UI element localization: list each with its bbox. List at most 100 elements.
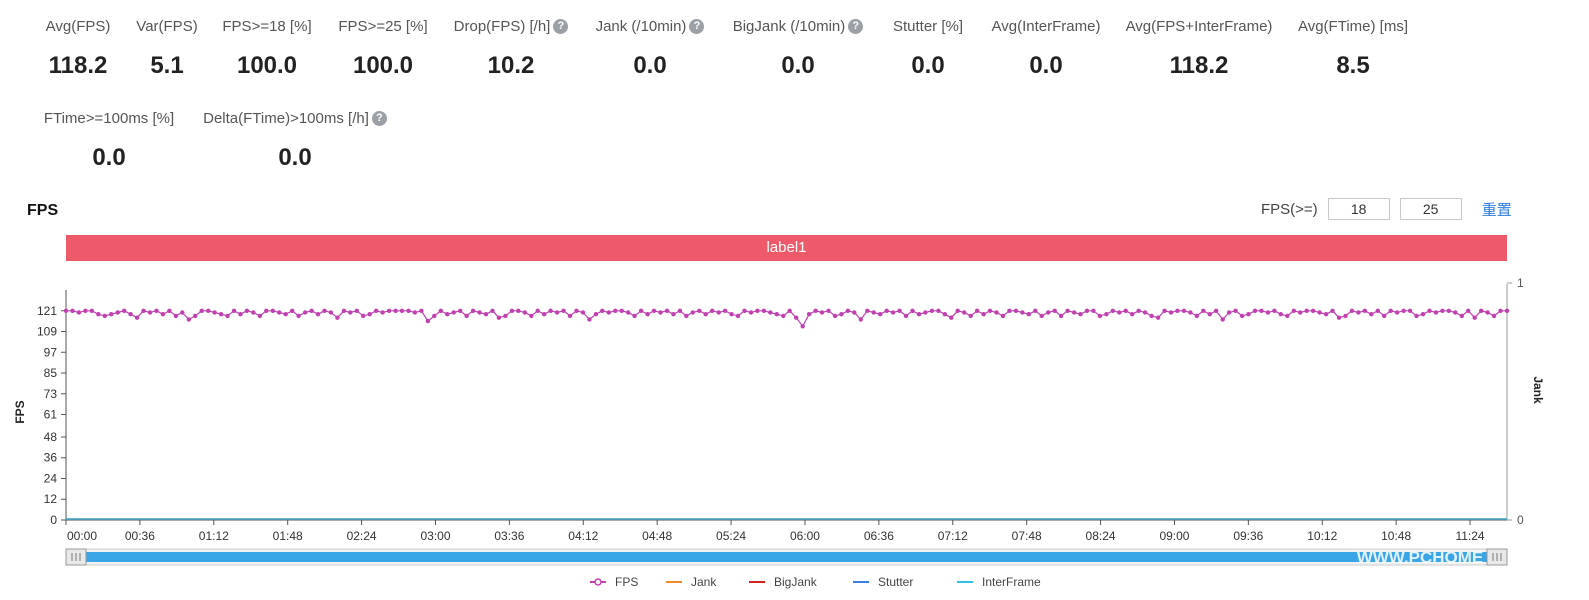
help-icon[interactable]: ?	[371, 111, 387, 126]
metric-value: 100.0	[352, 52, 414, 79]
fps-point	[903, 313, 909, 319]
fps-point	[890, 310, 896, 315]
fps-point	[399, 308, 405, 313]
fps-point	[1272, 308, 1277, 313]
fps-point	[264, 308, 269, 313]
metric-value: 5.1	[150, 52, 184, 79]
fps-point	[916, 312, 922, 317]
metric-label: Drop(FPS) [/h]?	[454, 18, 569, 35]
fps-point	[1220, 317, 1225, 322]
metric-bigjank: BigJank (/10min)? 0.0	[728, 18, 868, 80]
fps-point	[1401, 308, 1406, 313]
fps-point	[703, 312, 708, 317]
fps-point	[632, 313, 637, 319]
legend-item-jank[interactable]: Jank	[666, 575, 717, 589]
fps-point	[1026, 312, 1032, 317]
y-tick-label: 97	[44, 345, 58, 359]
watermark: WWW.PCHOME	[1357, 548, 1484, 567]
x-tick-label: 09:36	[1233, 529, 1263, 543]
metric-avg-ftime: Avg(FTime) [ms] 8.5	[1292, 18, 1414, 80]
fps-point	[1362, 308, 1368, 313]
y-tick-label: 48	[44, 430, 58, 444]
x-tick-label: 07:48	[1012, 529, 1042, 543]
slider-handle-left[interactable]	[65, 548, 87, 566]
fps-point	[554, 310, 560, 315]
fps-point	[386, 308, 392, 313]
x-tick-label: 11:24	[1455, 529, 1484, 543]
fps-point	[477, 310, 482, 315]
fps-point	[923, 310, 928, 315]
fps-point	[1498, 308, 1503, 313]
fps-point	[516, 308, 521, 313]
fps-point	[1033, 308, 1038, 313]
fps-point	[1472, 315, 1477, 320]
fps-point	[1130, 312, 1135, 317]
y-ticks: 0 12 24 36 48 61 73 85 97 109 121 1 0	[37, 276, 1524, 527]
x-tick-label: 06:36	[864, 529, 894, 543]
help-icon[interactable]: ?	[553, 19, 569, 34]
fps-point	[290, 308, 295, 313]
fps-point	[1181, 308, 1187, 313]
metric-avg-interframe: Avg(InterFrame) 0.0	[986, 18, 1106, 80]
zoom-slider[interactable]	[65, 548, 1508, 566]
fps-point	[968, 313, 973, 319]
fps-point	[1388, 308, 1393, 313]
fps-point	[884, 308, 889, 313]
fps-point	[1304, 308, 1309, 313]
fps-point	[1298, 310, 1303, 315]
fps-point	[406, 308, 411, 313]
fps-point	[852, 310, 857, 315]
slider-range[interactable]	[86, 552, 1487, 562]
fps-point	[1046, 310, 1051, 315]
section-title: FPS	[27, 202, 59, 219]
fps-point	[1453, 310, 1458, 315]
fps-point	[580, 310, 586, 315]
fps-point	[1369, 312, 1374, 317]
fps-point	[1466, 308, 1471, 313]
fps-point	[70, 308, 75, 313]
metric-value: 10.2	[487, 52, 535, 79]
fps-point	[393, 308, 398, 313]
fps-point	[567, 313, 573, 319]
metric-label: Avg(FTime) [ms]	[1297, 18, 1408, 35]
y-tick-label: 24	[44, 471, 58, 485]
legend-item-fps[interactable]: FPS	[590, 575, 638, 589]
metric-label: FPS>=18 [%]	[222, 18, 312, 35]
threshold-input-low[interactable]	[1327, 198, 1390, 220]
fps-point	[1194, 313, 1200, 319]
fps-point	[380, 310, 385, 315]
fps-point	[309, 308, 314, 313]
fps-point	[574, 308, 579, 313]
y-tick-label: 12	[44, 492, 58, 506]
legend-item-interframe[interactable]: InterFrame	[957, 575, 1041, 589]
fps-point	[483, 312, 489, 317]
fps-point	[1123, 308, 1128, 313]
slider-handle-right[interactable]	[1486, 548, 1508, 566]
fps-point	[826, 308, 831, 313]
fps-point	[1117, 310, 1122, 315]
fps-point	[1168, 310, 1174, 315]
label-bar[interactable]: label1	[66, 235, 1507, 261]
fps-point	[1349, 308, 1355, 313]
fps-point	[593, 312, 599, 317]
help-icon[interactable]: ?	[689, 19, 705, 34]
fps-point	[115, 310, 120, 315]
threshold-input-high[interactable]	[1399, 198, 1462, 220]
fps-point	[1084, 308, 1090, 313]
legend-item-stutter[interactable]: Stutter	[853, 575, 913, 589]
legend-label: InterFrame	[982, 575, 1041, 589]
chart-series	[63, 308, 1510, 520]
fps-point	[1382, 313, 1387, 319]
metric-label: FPS>=25 [%]	[338, 18, 428, 35]
fps-point	[76, 310, 82, 315]
fps-point	[147, 310, 153, 315]
legend-item-bigjank[interactable]: BigJank	[749, 575, 818, 589]
metric-label-text: Delta(FTime)>100ms [/h]	[203, 110, 369, 127]
metric-value: 0.0	[911, 52, 945, 79]
x-tick-label: 05:24	[716, 529, 746, 543]
reset-button[interactable]: 重置	[1481, 201, 1512, 219]
fps-point	[1013, 308, 1019, 313]
help-icon[interactable]: ?	[848, 19, 864, 34]
fps-point	[1427, 308, 1432, 313]
fps-point	[690, 310, 695, 315]
